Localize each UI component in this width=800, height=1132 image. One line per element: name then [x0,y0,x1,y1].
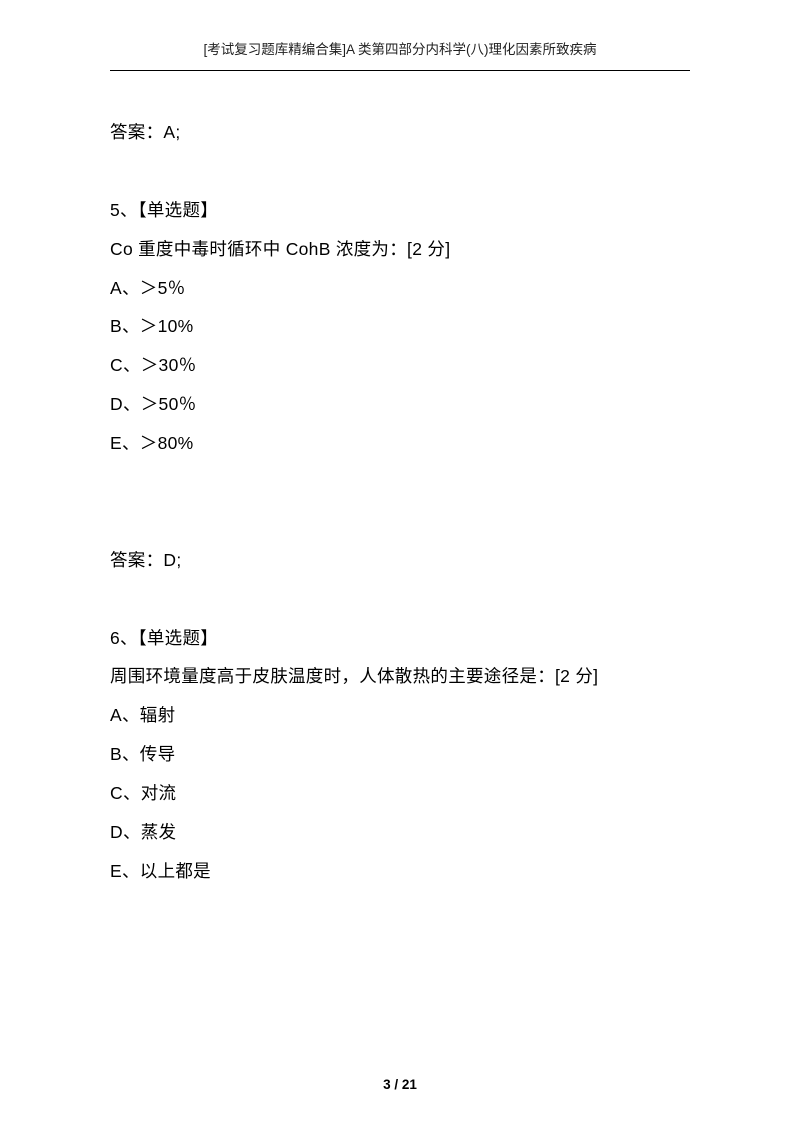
header-title: [考试复习题库精编合集]A 类第四部分内科学(八)理化因素所致疾病 [203,42,596,57]
spacer [110,580,690,619]
q5-option-a: A、＞5％ [110,269,690,308]
q6-label: 6、【单选题】 [110,619,690,658]
q5-answer: 答案：D; [110,541,690,580]
q6-stem: 周围环境量度高于皮肤温度时，人体散热的主要途径是：[2 分] [110,657,690,696]
q6-option-b: B、传导 [110,735,690,774]
q6-option-a: A、辐射 [110,696,690,735]
q5-option-c: C、＞30％ [110,346,690,385]
q6-option-e: E、以上都是 [110,852,690,891]
q6-option-d: D、蒸发 [110,813,690,852]
page-container: [考试复习题库精编合集]A 类第四部分内科学(八)理化因素所致疾病 答案：A; … [0,0,800,1132]
q5-label: 5、【单选题】 [110,191,690,230]
spacer [110,463,690,541]
page-footer: 3 / 21 [0,1077,800,1092]
q5-option-b: B、＞10% [110,307,690,346]
previous-answer: 答案：A; [110,113,690,152]
spacer [110,152,690,191]
q5-stem: Co 重度中毒时循环中 CohB 浓度为：[2 分] [110,230,690,269]
content-area: 答案：A; 5、【单选题】 Co 重度中毒时循环中 CohB 浓度为：[2 分]… [110,71,690,891]
q5-option-d: D、＞50％ [110,385,690,424]
page-header: [考试复习题库精编合集]A 类第四部分内科学(八)理化因素所致疾病 [110,38,690,66]
page-number: 3 / 21 [383,1077,417,1092]
q5-option-e: E、＞80% [110,424,690,463]
q6-option-c: C、对流 [110,774,690,813]
